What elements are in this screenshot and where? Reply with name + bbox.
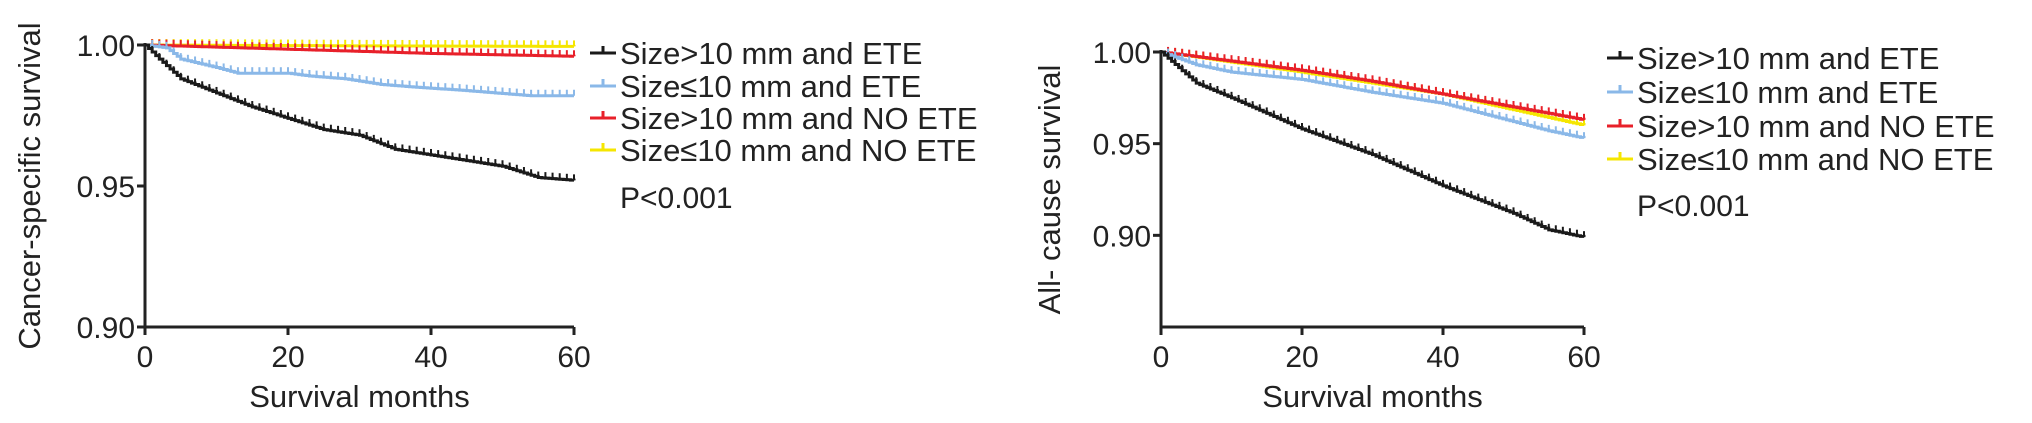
legend-item: Size>10 mm and NO ETE [1607, 109, 1995, 144]
y-tick-label: 0.95 [1093, 129, 1151, 162]
legend-item: Size>10 mm and NO ETE [590, 101, 978, 136]
legend-label: Size≤10 mm and NO ETE [1637, 142, 1993, 177]
legend-item: Size≤10 mm and ETE [1607, 75, 1938, 110]
chart-panel-2: 0 20 40 60 0.90 0.95 1.00 Survival months All- c… [1032, 37, 1995, 414]
x-tick-label: 0 [1153, 341, 1170, 374]
x-tick-label: 40 [1426, 341, 1459, 374]
x-tick-label: 20 [1285, 341, 1318, 374]
y-tick-label: 0.90 [1093, 220, 1151, 253]
p-value-annotation: P<0.001 [1637, 190, 1750, 223]
x-tick-label: 0 [137, 341, 154, 374]
y-tick-label: 1.00 [77, 30, 135, 63]
legend-item: Size>10 mm and ETE [1607, 41, 1939, 76]
x-tick-label: 40 [414, 341, 447, 374]
legend-label: Size≤10 mm and ETE [1637, 75, 1938, 110]
legend-label: Size≤10 mm and NO ETE [620, 133, 976, 168]
legend-item: Size≤10 mm and NO ETE [590, 133, 976, 168]
chart-panel-1: 0 20 40 60 0.90 0.95 1.00 Survival months Cancer… [12, 22, 978, 414]
legend-label: Size>10 mm and ETE [1637, 41, 1939, 76]
legend-label: Size≤10 mm and ETE [620, 69, 921, 104]
x-tick-label: 20 [271, 341, 304, 374]
x-tick-label: 60 [557, 341, 590, 374]
y-axis-label: All- cause survival [1032, 65, 1067, 315]
legend-label: Size>10 mm and NO ETE [1637, 109, 1995, 144]
legend-item: Size≤10 mm and ETE [590, 69, 921, 104]
y-tick-label: 1.00 [1093, 37, 1151, 70]
legend-item: Size≤10 mm and NO ETE [1607, 142, 1993, 177]
x-tick-label: 60 [1567, 341, 1600, 374]
legend-item: Size>10 mm and ETE [590, 36, 922, 71]
y-tick-label: 0.95 [77, 171, 135, 204]
legend-label: Size>10 mm and NO ETE [620, 101, 978, 136]
legend-label: Size>10 mm and ETE [620, 36, 922, 71]
y-tick-label: 0.90 [77, 312, 135, 345]
x-axis-label: Survival months [249, 379, 470, 414]
y-axis-label: Cancer-specific survival [12, 22, 47, 349]
x-axis-label: Survival months [1262, 379, 1483, 414]
p-value-annotation: P<0.001 [620, 182, 733, 215]
